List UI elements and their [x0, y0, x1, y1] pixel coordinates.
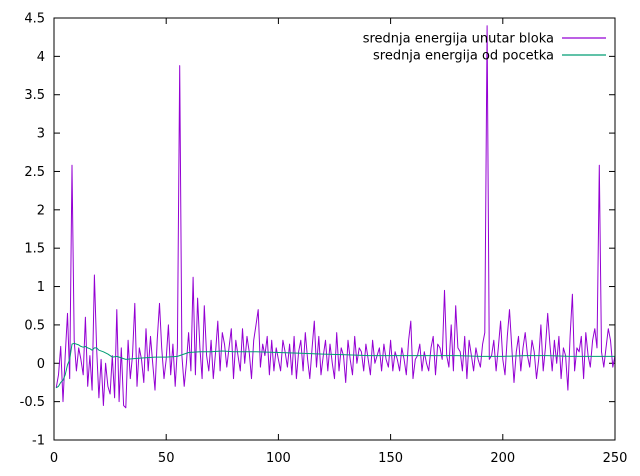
legend-label: srednja energija od pocetka: [373, 49, 554, 64]
y-tick-label: 3.5: [24, 88, 45, 103]
y-tick-label: 2.5: [24, 165, 45, 180]
y-tick-label: 4.5: [24, 12, 45, 27]
y-tick-label: 1.5: [24, 242, 45, 257]
x-tick-label: 150: [378, 451, 403, 466]
legend: srednja energija unutar bloka srednja ene…: [363, 32, 606, 64]
y-tick-label: 0.5: [24, 318, 45, 333]
y-tick-label: 2: [37, 203, 45, 218]
series-line-block-energy: [55, 25, 616, 409]
y-axis-ticks: -1 -0.5 0 0.5 1 1.5 2 2.5 3 3.5 4 4.5: [20, 12, 615, 449]
y-tick-label: 1: [37, 280, 45, 295]
x-tick-label: 250: [603, 451, 628, 466]
y-tick-label: -1: [32, 434, 45, 449]
series-layer: [55, 25, 616, 409]
x-tick-label: 50: [158, 451, 175, 466]
legend-label: srednja energija unutar bloka: [363, 32, 554, 47]
x-axis-ticks: 0 50 100 150 200 250: [50, 18, 628, 466]
x-tick-label: 100: [266, 451, 291, 466]
x-tick-label: 200: [490, 451, 515, 466]
plot-frame: [53, 17, 616, 441]
series-line-cumulative-energy: [55, 342, 615, 389]
y-tick-label: 0: [37, 357, 45, 372]
y-tick-label: 4: [37, 50, 45, 65]
y-tick-label: 3: [37, 127, 45, 142]
x-tick-label: 0: [50, 451, 58, 466]
y-tick-label: -0.5: [20, 395, 45, 410]
